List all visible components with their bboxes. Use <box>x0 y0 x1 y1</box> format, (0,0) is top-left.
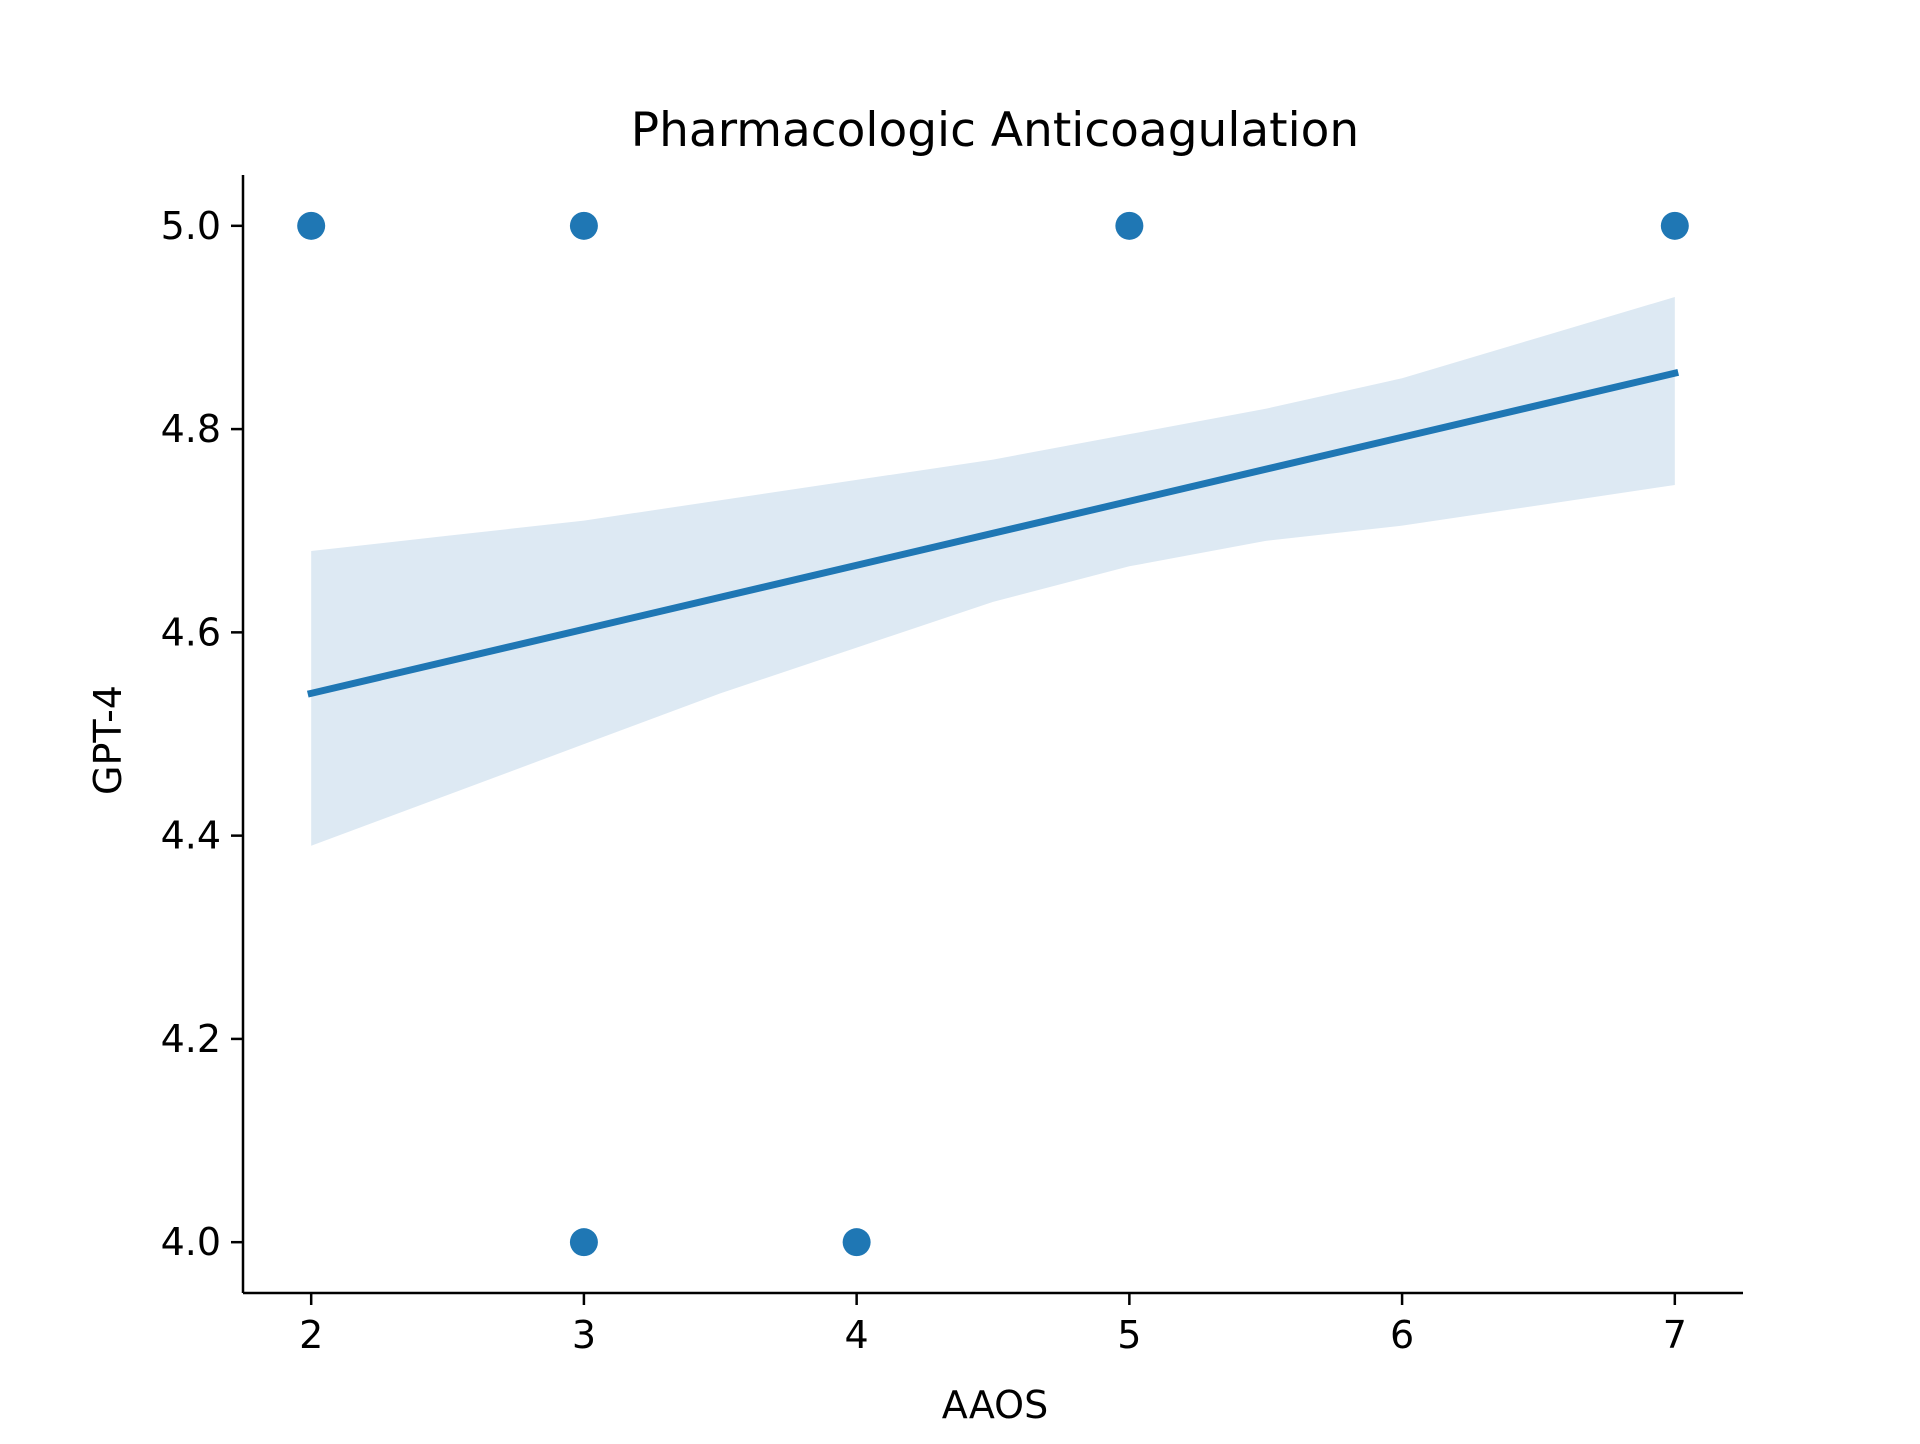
y-tick-label: 5.0 <box>161 204 221 248</box>
axes-layer: 2 3 4 5 6 7 4.0 4.2 4.4 4.6 4.8 5.0 <box>161 175 1743 1357</box>
x-tick-label: 2 <box>299 1313 323 1357</box>
data-point <box>297 211 326 240</box>
data-points-layer <box>297 211 1689 1257</box>
confidence-band <box>311 296 1675 846</box>
x-tick-label: 4 <box>845 1313 869 1357</box>
y-axis-title: GPT-4 <box>86 685 130 795</box>
x-tick-label: 5 <box>1117 1313 1141 1357</box>
data-point <box>842 1228 871 1257</box>
y-tick-label: 4.6 <box>161 610 221 654</box>
x-axis-title: AAOS <box>942 1383 1048 1427</box>
data-point <box>1115 211 1144 240</box>
y-tick-label: 4.0 <box>161 1220 221 1264</box>
regression-line-layer <box>306 368 1680 698</box>
x-tick-label: 3 <box>572 1313 596 1357</box>
regression-line <box>306 368 1680 698</box>
x-tick-label: 6 <box>1390 1313 1414 1357</box>
confidence-band-layer <box>311 296 1675 846</box>
x-tick-label: 7 <box>1663 1313 1687 1357</box>
data-point <box>1660 211 1689 240</box>
chart-title: Pharmacologic Anticoagulation <box>631 103 1359 158</box>
data-point <box>569 1228 598 1257</box>
y-tick-label: 4.8 <box>161 407 221 451</box>
y-tick-label: 4.4 <box>161 814 221 858</box>
y-tick-label: 4.2 <box>161 1017 221 1061</box>
data-point <box>569 211 598 240</box>
